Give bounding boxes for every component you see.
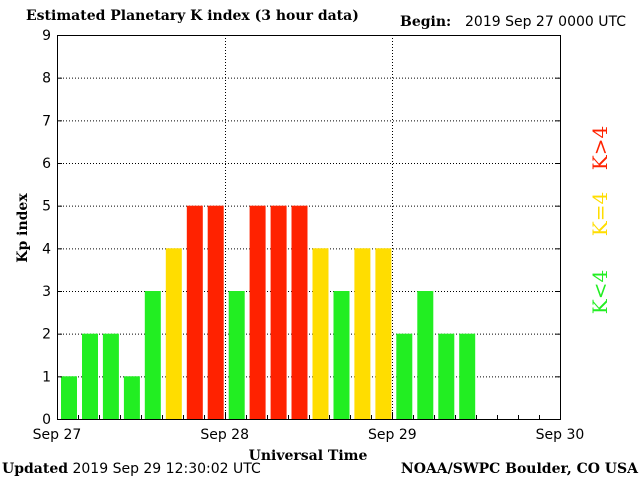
y-tick-label: 3 <box>42 284 51 300</box>
y-tick-label: 0 <box>42 412 51 428</box>
x-tick-label: Sep 28 <box>200 427 249 443</box>
y-tick-label: 5 <box>42 199 51 215</box>
kp-bar <box>459 333 476 419</box>
updated-timestamp: Updated 2019 Sep 29 12:30:02 UTC <box>2 461 261 477</box>
kp-bar <box>102 333 119 419</box>
credit-line: NOAA/SWPC Boulder, CO USA <box>400 461 638 477</box>
chart-title: Estimated Planetary K index (3 hour data… <box>26 8 359 24</box>
kp-bar <box>186 205 203 419</box>
y-tick-label: 6 <box>42 156 51 172</box>
legend-above: K>4 <box>588 125 612 171</box>
kp-bar <box>123 376 140 419</box>
y-axis-label: Kp index <box>15 193 31 263</box>
kp-bar <box>270 205 287 419</box>
kp-bar <box>228 291 245 419</box>
x-tick-label: Sep 30 <box>536 427 585 443</box>
kp-bar <box>354 248 371 419</box>
kp-bar <box>417 291 434 419</box>
updated-label: Updated <box>2 461 69 477</box>
begin-label: Begin: <box>400 14 452 30</box>
y-tick-label: 2 <box>42 327 51 343</box>
kp-bar <box>249 205 266 419</box>
kp-bar <box>312 248 329 419</box>
y-tick-label: 8 <box>42 71 51 87</box>
kp-bar <box>61 376 77 419</box>
y-tick-label: 1 <box>42 369 51 385</box>
kp-bar <box>333 291 350 419</box>
y-tick-label: 4 <box>42 241 51 257</box>
kp-bar <box>396 333 413 419</box>
x-tick-label: Sep 29 <box>368 427 417 443</box>
kp-bar <box>375 248 392 419</box>
x-tick-label: Sep 27 <box>33 427 82 443</box>
y-tick-label: 7 <box>42 113 51 129</box>
plot-frame <box>57 35 561 420</box>
kp-bar <box>291 205 308 419</box>
begin-value: 2019 Sep 27 0000 UTC <box>465 14 627 30</box>
updated-value: 2019 Sep 29 12:30:02 UTC <box>72 461 261 477</box>
x-axis-label: Universal Time <box>248 448 368 464</box>
kp-bar <box>438 333 455 419</box>
kp-bar <box>144 291 161 419</box>
kp-bar <box>165 248 182 419</box>
y-tick-label: 9 <box>42 28 51 44</box>
legend-below: K<4 <box>588 269 612 315</box>
legend-equal: K=4 <box>588 191 612 237</box>
kp-bar <box>207 205 224 419</box>
kp-bar <box>82 333 98 419</box>
